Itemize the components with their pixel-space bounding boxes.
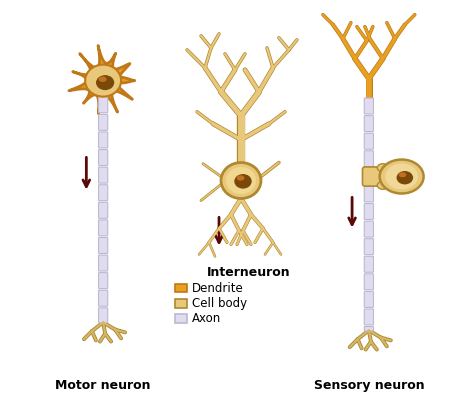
FancyBboxPatch shape — [99, 167, 108, 183]
Ellipse shape — [237, 176, 244, 180]
Text: Axon: Axon — [192, 312, 221, 325]
FancyBboxPatch shape — [365, 256, 374, 272]
FancyBboxPatch shape — [363, 167, 403, 186]
FancyBboxPatch shape — [99, 308, 108, 323]
FancyBboxPatch shape — [365, 203, 374, 219]
FancyBboxPatch shape — [99, 255, 108, 271]
FancyBboxPatch shape — [365, 274, 374, 290]
Ellipse shape — [397, 172, 412, 184]
Ellipse shape — [380, 160, 424, 194]
Text: Dendrite: Dendrite — [192, 282, 244, 294]
Ellipse shape — [85, 65, 121, 97]
FancyBboxPatch shape — [99, 237, 108, 253]
Text: Motor neuron: Motor neuron — [55, 379, 151, 392]
FancyBboxPatch shape — [365, 309, 374, 325]
Bar — [175, 299, 187, 308]
FancyBboxPatch shape — [99, 185, 108, 200]
FancyBboxPatch shape — [365, 168, 374, 184]
FancyBboxPatch shape — [99, 290, 108, 306]
Text: Cell body: Cell body — [192, 297, 247, 310]
Ellipse shape — [235, 175, 251, 188]
FancyBboxPatch shape — [99, 114, 108, 130]
FancyBboxPatch shape — [365, 133, 374, 149]
Ellipse shape — [400, 173, 406, 176]
Ellipse shape — [385, 164, 418, 190]
Text: Sensory neuron: Sensory neuron — [314, 379, 424, 392]
Ellipse shape — [377, 164, 389, 172]
Text: Interneuron: Interneuron — [207, 266, 291, 279]
Ellipse shape — [226, 167, 256, 194]
FancyBboxPatch shape — [99, 273, 108, 289]
FancyBboxPatch shape — [99, 150, 108, 166]
Ellipse shape — [221, 162, 261, 198]
FancyBboxPatch shape — [365, 115, 374, 132]
FancyBboxPatch shape — [365, 326, 374, 331]
FancyBboxPatch shape — [99, 132, 108, 148]
FancyBboxPatch shape — [365, 186, 374, 202]
FancyBboxPatch shape — [365, 221, 374, 237]
Ellipse shape — [377, 181, 389, 189]
FancyBboxPatch shape — [365, 292, 374, 308]
Ellipse shape — [97, 76, 113, 89]
Polygon shape — [69, 46, 134, 113]
FancyBboxPatch shape — [99, 202, 108, 218]
FancyBboxPatch shape — [365, 98, 374, 114]
Bar — [175, 314, 187, 323]
Ellipse shape — [99, 77, 106, 81]
FancyBboxPatch shape — [365, 151, 374, 167]
FancyBboxPatch shape — [99, 97, 108, 113]
Bar — [175, 284, 187, 292]
FancyBboxPatch shape — [99, 220, 108, 236]
FancyBboxPatch shape — [365, 239, 374, 255]
